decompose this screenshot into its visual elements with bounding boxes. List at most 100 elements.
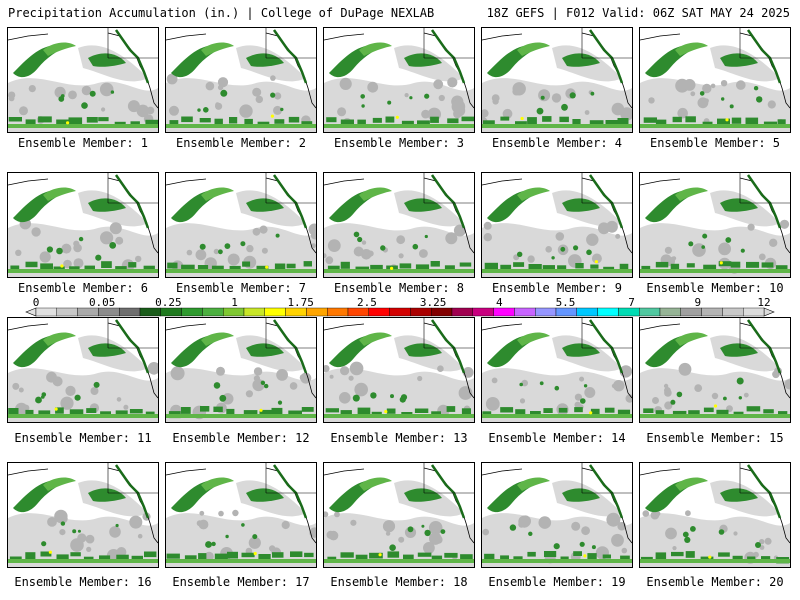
precip-convection-cell: [519, 382, 523, 387]
precip-light-patch: [61, 243, 72, 254]
precip-tropical-cell: [703, 264, 717, 272]
colorbar-swatch: [680, 307, 702, 317]
precip-convection-cell: [252, 534, 258, 540]
precip-tropical-band: [640, 124, 790, 128]
precip-light-patch: [205, 81, 215, 91]
precip-tropical-cell: [745, 117, 759, 125]
precip-convection-cell: [684, 536, 691, 543]
precip-convection-cell: [89, 90, 96, 97]
coastline: [640, 323, 681, 331]
precip-light-patch: [521, 379, 528, 387]
precip-convection-cell: [390, 394, 394, 399]
precip-tropical-cell: [86, 117, 98, 123]
precip-tropical-cell: [286, 263, 296, 269]
precip-tropical-cell: [718, 552, 730, 557]
precip-convection-cell: [424, 93, 430, 99]
ensemble-member-caption: Ensemble Member: 5: [649, 136, 781, 150]
precip-light-patch: [743, 392, 749, 398]
precip-convection-cell: [583, 384, 588, 388]
colorbar-tick-label: 0.05: [89, 296, 116, 309]
precip-convection-cell: [561, 103, 568, 111]
precip-light-patch: [255, 95, 263, 104]
precip-light-patch: [690, 91, 696, 97]
precip-convection-cell: [56, 247, 63, 255]
precip-tropical-band: [482, 124, 632, 128]
precip-light-patch: [28, 85, 36, 93]
precip-tropical-cell: [198, 553, 207, 560]
precip-light-patch: [437, 365, 444, 372]
precip-light-patch: [648, 97, 655, 104]
precip-tropical-cell: [777, 119, 786, 125]
colorbar-swatch: [431, 307, 453, 317]
precip-light-patch: [18, 387, 24, 393]
precip-heavy-cell: [60, 264, 64, 268]
precip-light-patch: [123, 404, 129, 410]
precip-light-patch: [518, 515, 531, 528]
colorbar-tick-label: 1: [231, 296, 238, 309]
ensemble-member-caption: Ensemble Member: 14: [488, 431, 626, 445]
ensemble-member-map: [323, 462, 475, 568]
precip-band: [404, 343, 442, 357]
precip-light-patch: [485, 397, 500, 411]
coastline: [324, 468, 365, 476]
precip-convection-cell: [370, 392, 377, 399]
precip-light-patch: [574, 393, 582, 401]
precip-tropical-cell: [214, 553, 228, 561]
precip-tropical-cell: [214, 118, 223, 125]
precip-band: [675, 332, 708, 346]
precip-tropical-cell: [166, 553, 180, 559]
precip-band: [675, 187, 708, 201]
precip-light-patch: [445, 232, 458, 245]
precip-tropical-cell: [717, 118, 730, 124]
precip-light-patch: [615, 233, 621, 239]
colorbar-swatch: [618, 307, 640, 317]
precip-light-patch: [678, 362, 692, 376]
colorbar-swatch: [35, 307, 57, 317]
coastline: [166, 323, 207, 331]
ensemble-member-caption: Ensemble Member: 17: [172, 575, 310, 589]
precip-light-patch: [447, 77, 458, 88]
precip-heavy-cell: [265, 265, 269, 269]
coastline: [482, 323, 523, 331]
precip-tropical-cell: [444, 552, 458, 558]
precip-light-patch: [733, 531, 738, 536]
precip-convection-cell: [219, 394, 227, 402]
precip-light-patch: [429, 532, 442, 545]
precip-convection-cell: [756, 96, 763, 103]
precip-tropical-cell: [732, 555, 743, 562]
colorbar-lower-arrow: [25, 307, 37, 317]
colorbar-tick-label: 12: [757, 296, 770, 309]
precip-tropical-cell: [10, 265, 20, 272]
precip-light-patch: [273, 105, 282, 115]
colorbar-tick-label: 4: [496, 296, 503, 309]
valid-time-label: 18Z GEFS | F012 Valid: 06Z SAT MAY 24 20…: [486, 6, 790, 20]
coastline: [8, 33, 49, 41]
precip-band: [246, 488, 284, 502]
coastline: [166, 468, 207, 476]
precip-tropical-cell: [500, 116, 510, 121]
colorbar-swatch: [264, 307, 286, 317]
precip-tropical-cell: [129, 409, 143, 414]
precip-light-patch: [367, 81, 379, 93]
ensemble-member-map: [639, 27, 791, 133]
precip-light-patch: [281, 520, 290, 530]
precip-band: [246, 53, 284, 67]
precip-tropical-cell: [241, 552, 255, 558]
precip-tropical-cell: [605, 120, 618, 124]
precip-tropical-band: [8, 269, 158, 273]
precip-tropical-cell: [304, 552, 314, 558]
precip-light-patch: [198, 519, 209, 530]
precip-tropical-cell: [572, 119, 581, 125]
precip-band: [359, 332, 392, 346]
precip-convection-cell: [409, 96, 413, 100]
coastline: [640, 33, 681, 41]
precip-light-patch: [453, 104, 466, 117]
precip-tropical-band: [640, 269, 790, 273]
precip-tropical-cell: [8, 117, 22, 122]
precip-tropical-cell: [357, 407, 371, 415]
colorbar-tick-label: 7: [628, 296, 635, 309]
precip-convection-cell: [407, 526, 414, 533]
precip-tropical-cell: [482, 411, 492, 416]
precip-light-patch: [702, 83, 712, 94]
precip-tropical-cell: [417, 120, 430, 126]
